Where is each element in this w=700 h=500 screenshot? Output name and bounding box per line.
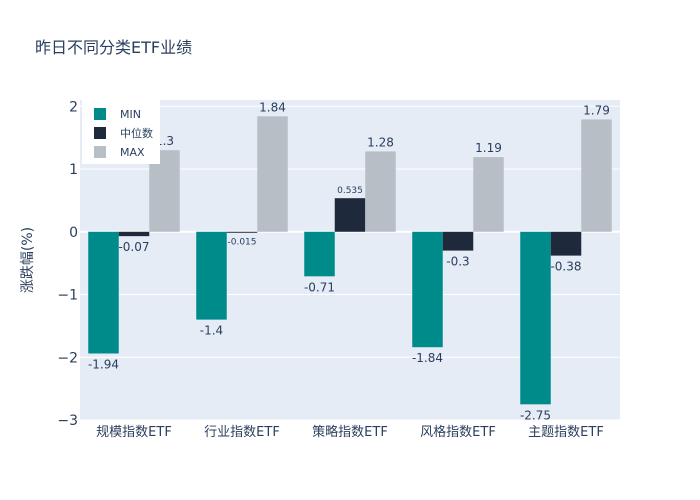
bar[interactable] <box>334 198 366 232</box>
y-tick-label: −3 <box>57 413 78 429</box>
data-label: -1.4 <box>200 324 223 338</box>
data-label: -0.3 <box>446 255 469 269</box>
x-tick-label: 规模指数ETF <box>96 425 172 440</box>
bar[interactable] <box>196 231 227 320</box>
bar[interactable] <box>304 231 335 277</box>
legend-item-label[interactable]: MIN <box>120 108 141 121</box>
bar[interactable] <box>226 231 258 233</box>
bars <box>88 116 612 405</box>
y-tick-label: 2 <box>69 99 78 115</box>
data-label: -2.75 <box>520 408 551 422</box>
data-label: -0.71 <box>304 280 335 294</box>
y-tick-label: 1 <box>69 162 78 178</box>
legend-item-label[interactable]: 中位数 <box>120 126 153 140</box>
bar[interactable] <box>412 231 443 348</box>
data-label: -0.07 <box>118 240 149 254</box>
bar[interactable] <box>520 231 551 405</box>
y-tick-label: 0 <box>69 225 78 241</box>
y-tick-label: −1 <box>57 288 78 304</box>
legend-swatch[interactable] <box>94 127 106 139</box>
bar[interactable] <box>88 231 119 354</box>
data-label: 1.84 <box>259 100 286 114</box>
x-tick-label: 策略指数ETF <box>312 424 388 440</box>
data-label: -0.015 <box>227 238 256 248</box>
data-labels: -1.94-0.071.3-1.4-0.0151.84-0.710.5351.2… <box>88 100 610 422</box>
y-axis-label: 涨跌幅(%) <box>20 227 36 293</box>
bar[interactable] <box>550 231 582 256</box>
data-label: -0.38 <box>550 260 581 274</box>
data-label: 0.535 <box>337 186 363 196</box>
legend-item-label[interactable]: MAX <box>120 146 145 159</box>
bar[interactable] <box>257 116 288 232</box>
bar[interactable] <box>473 157 504 232</box>
data-label: -1.94 <box>88 357 119 371</box>
x-axis-ticks: 规模指数ETF 行业指数ETF 策略指数ETF 风格指数ETF 主题指数ETF <box>96 424 604 440</box>
data-label: -1.84 <box>412 351 443 365</box>
y-axis-ticks: 2 1 0 −1 −2 −3 <box>57 99 78 429</box>
legend[interactable]: MIN 中位数 MAX <box>82 100 160 164</box>
chart-title: 昨日不同分类ETF业绩 <box>35 38 193 57</box>
x-tick-label: 行业指数ETF <box>204 425 280 440</box>
bar[interactable] <box>581 119 612 232</box>
bar[interactable] <box>442 231 474 251</box>
x-tick-label: 风格指数ETF <box>420 424 496 440</box>
bar[interactable] <box>365 151 396 232</box>
data-label: 1.19 <box>475 141 502 155</box>
data-label: 1.28 <box>367 135 394 149</box>
legend-swatch[interactable] <box>94 108 106 120</box>
data-label: 1.79 <box>583 103 610 117</box>
x-tick-label: 主题指数ETF <box>528 425 604 440</box>
y-tick-label: −2 <box>57 350 78 366</box>
legend-swatch[interactable] <box>94 146 106 158</box>
bar[interactable] <box>118 231 150 237</box>
